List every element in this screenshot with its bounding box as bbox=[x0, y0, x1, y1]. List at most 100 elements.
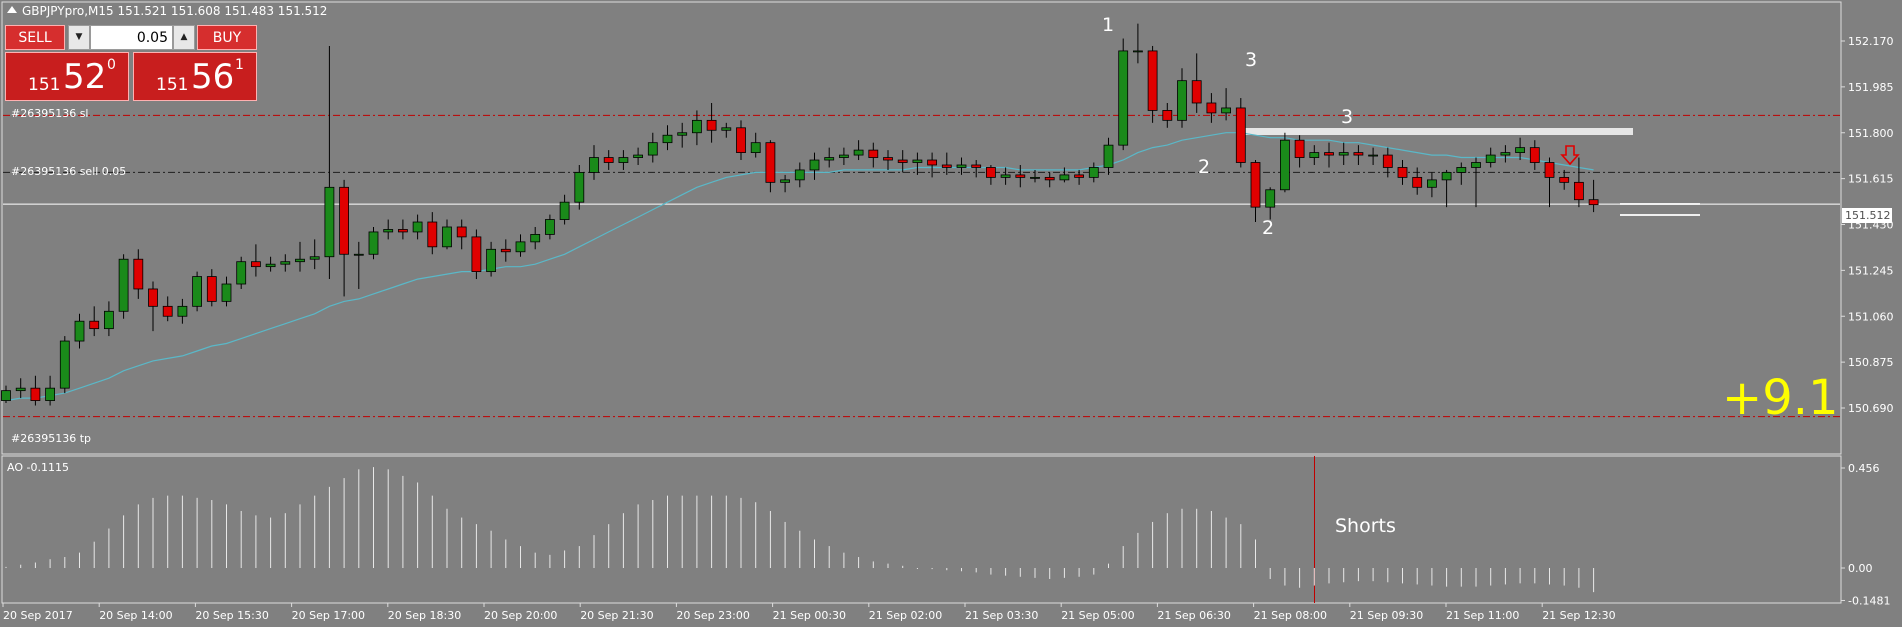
candle-body bbox=[721, 127, 732, 131]
profit-display: +9.1 bbox=[1722, 370, 1839, 426]
candle-body bbox=[1133, 50, 1143, 53]
candle-body bbox=[1059, 174, 1070, 181]
sell-button[interactable]: SELL bbox=[5, 25, 65, 50]
ao-tick-label: 0.00 bbox=[1848, 562, 1873, 575]
candle-body bbox=[692, 119, 702, 134]
candle-body bbox=[1588, 199, 1599, 206]
candle-body bbox=[1574, 181, 1584, 201]
candle-body bbox=[1427, 179, 1437, 188]
one-click-trading-panel: SELL ▼ ▲ BUY 151 52 0 151 56 1 bbox=[5, 25, 257, 101]
candle-body bbox=[986, 167, 996, 178]
candle-body bbox=[1559, 176, 1570, 183]
candle-body bbox=[309, 256, 320, 260]
wave-label: 1 bbox=[1102, 14, 1115, 36]
candle-body bbox=[104, 310, 114, 330]
candle-body bbox=[1235, 107, 1246, 163]
candle-body bbox=[883, 157, 893, 161]
candle-body bbox=[794, 169, 805, 181]
candle-body bbox=[280, 261, 291, 265]
candle-body bbox=[1368, 154, 1378, 157]
main-pane-frame bbox=[1, 1, 1842, 455]
candle-body bbox=[559, 201, 570, 220]
profit-mark bbox=[1620, 214, 1700, 216]
time-tick-label: 21 Sep 11:00 bbox=[1446, 609, 1519, 622]
candle-body bbox=[427, 221, 438, 248]
candle-body bbox=[1177, 80, 1187, 121]
ao-histogram bbox=[5, 467, 1595, 593]
candle-body bbox=[530, 234, 541, 243]
candle-body bbox=[295, 258, 305, 263]
sell-price-main: 52 bbox=[63, 57, 107, 97]
candle-body bbox=[1412, 176, 1423, 188]
candle-body bbox=[30, 387, 41, 401]
candle-body bbox=[765, 142, 776, 183]
candle-body bbox=[603, 157, 614, 163]
candle-body bbox=[500, 248, 511, 253]
time-tick-label: 21 Sep 05:00 bbox=[1061, 609, 1134, 622]
candle-body bbox=[1250, 162, 1261, 208]
candle-body bbox=[1485, 154, 1496, 163]
candle-body bbox=[1191, 80, 1202, 104]
wave-label: 2 bbox=[1198, 156, 1211, 178]
sell-order-label: #26395136 sell 0.05 bbox=[11, 165, 127, 178]
time-tick-label: 20 Sep 21:30 bbox=[580, 609, 653, 622]
candle-body bbox=[1544, 162, 1555, 178]
candle-body bbox=[59, 340, 70, 389]
candle-body bbox=[15, 387, 26, 392]
resistance-zone bbox=[1243, 128, 1633, 135]
candle-body bbox=[1353, 152, 1364, 156]
candle-body bbox=[442, 226, 452, 248]
candle-body bbox=[1206, 102, 1217, 114]
candle-body bbox=[927, 159, 937, 166]
candle-body bbox=[1294, 139, 1305, 158]
candle-body bbox=[574, 172, 585, 203]
time-tick-label: 20 Sep 20:00 bbox=[484, 609, 557, 622]
buy-price-main: 56 bbox=[191, 57, 235, 97]
volume-input[interactable] bbox=[90, 25, 173, 50]
candle-body bbox=[324, 186, 335, 258]
candle-body bbox=[486, 248, 497, 273]
candle-body bbox=[1162, 110, 1173, 121]
candle-body bbox=[809, 159, 820, 171]
candle-body bbox=[89, 320, 100, 330]
candle-body bbox=[206, 276, 217, 302]
ao-tick-label: -0.1481 bbox=[1848, 594, 1890, 607]
candle-body bbox=[736, 127, 746, 153]
candle-body bbox=[1030, 176, 1040, 179]
price-tick-label: 151.800 bbox=[1848, 127, 1894, 140]
candle-body bbox=[339, 186, 350, 255]
ao-pane-frame bbox=[1, 455, 1842, 604]
candle-body bbox=[456, 226, 467, 238]
candle-body bbox=[236, 261, 247, 285]
candle-body bbox=[912, 159, 923, 163]
sell-quote[interactable]: 151 52 0 bbox=[5, 52, 129, 101]
last-price-tag: 151.512 bbox=[1842, 208, 1892, 223]
candle-body bbox=[956, 164, 967, 168]
time-tick-label: 20 Sep 14:00 bbox=[99, 609, 172, 622]
annotation-boxes bbox=[1243, 128, 1700, 216]
collapse-caret-icon[interactable] bbox=[7, 6, 17, 13]
candle-body bbox=[1280, 139, 1290, 191]
price-tick-label: 150.690 bbox=[1848, 402, 1894, 415]
candle-body bbox=[1221, 107, 1231, 114]
candle-body bbox=[1074, 174, 1084, 178]
price-tick-label: 151.985 bbox=[1848, 81, 1894, 94]
chart-title: GBPJPYpro,M15 151.521 151.608 151.483 15… bbox=[22, 4, 328, 18]
candle-body bbox=[1529, 147, 1540, 163]
price-tick-label: 150.875 bbox=[1848, 356, 1894, 369]
ao-tick-label: 0.456 bbox=[1848, 462, 1880, 475]
buy-quote[interactable]: 151 56 1 bbox=[133, 52, 257, 101]
candle-body bbox=[824, 157, 835, 161]
candle-body bbox=[250, 261, 261, 268]
time-tick-label: 21 Sep 12:30 bbox=[1542, 609, 1615, 622]
buy-button[interactable]: BUY bbox=[197, 25, 257, 50]
volume-up-button[interactable]: ▲ bbox=[173, 25, 195, 50]
volume-down-button[interactable]: ▼ bbox=[68, 25, 90, 50]
candle-body bbox=[1309, 152, 1320, 158]
candle-body bbox=[471, 236, 482, 273]
time-tick-label: 20 Sep 17:00 bbox=[292, 609, 365, 622]
buy-price-fraction: 1 bbox=[235, 57, 244, 73]
time-tick-label: 20 Sep 18:30 bbox=[388, 609, 461, 622]
sell-price-fraction: 0 bbox=[107, 57, 116, 73]
wave-label: 3 bbox=[1245, 49, 1258, 71]
